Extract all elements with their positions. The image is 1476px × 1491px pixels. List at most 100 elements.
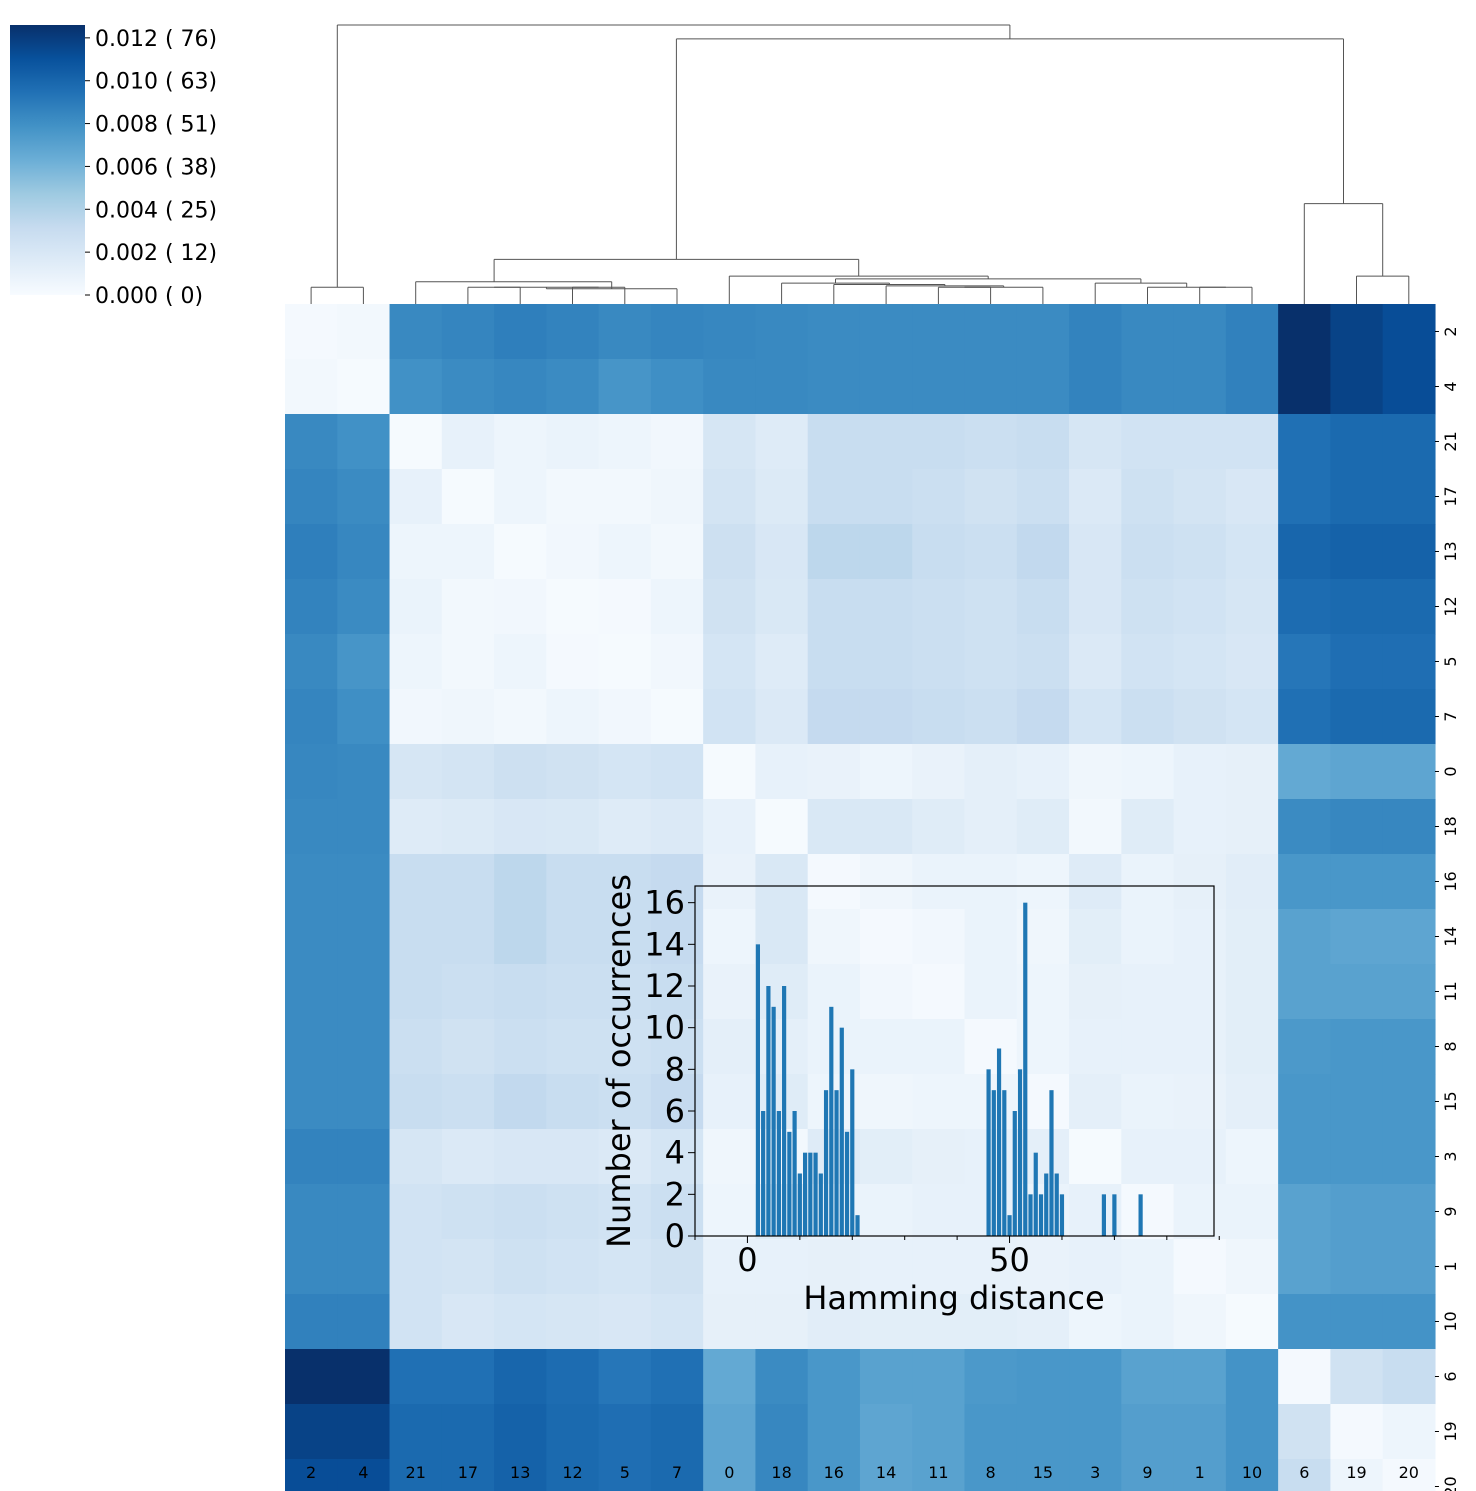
heatmap-cell — [389, 414, 443, 470]
heatmap-cell — [1225, 909, 1279, 965]
heatmap-cell — [1278, 854, 1331, 910]
heatmap-cell — [546, 1459, 600, 1491]
column-label: 13 — [510, 1463, 530, 1482]
row-label: 4 — [1441, 381, 1460, 391]
heatmap-cell — [859, 304, 913, 360]
heatmap-cell — [703, 1349, 757, 1405]
heatmap-cell — [859, 469, 913, 525]
heatmap-cell — [1121, 1019, 1175, 1075]
heatmap-cell — [912, 304, 966, 360]
heatmap-cell — [441, 799, 495, 855]
row-label: 10 — [1441, 1311, 1460, 1331]
colorbar-tick-label: 0.010 ( 63) — [95, 70, 217, 95]
inset-bar — [755, 944, 760, 1236]
heatmap-cell — [1069, 634, 1122, 690]
heatmap-cell — [1016, 579, 1070, 635]
heatmap-cell — [1330, 634, 1384, 690]
heatmap-cell — [650, 304, 704, 360]
heatmap-cell — [546, 304, 600, 360]
heatmap-cell — [1278, 964, 1331, 1020]
heatmap-cell — [1016, 689, 1070, 745]
row-label: 8 — [1441, 1041, 1460, 1051]
heatmap-cell — [441, 1074, 495, 1130]
inset-bar — [1033, 1152, 1038, 1236]
heatmap-cell — [1330, 1074, 1384, 1130]
heatmap-cell — [389, 1349, 443, 1405]
heatmap-cell — [807, 1294, 861, 1350]
heatmap-cell — [1121, 744, 1175, 800]
heatmap-cell — [859, 524, 913, 580]
heatmap-cell — [1278, 579, 1331, 635]
heatmap-cell — [807, 1404, 861, 1460]
row-label: 0 — [1441, 766, 1460, 776]
heatmap-cell — [1069, 854, 1122, 910]
heatmap-cell — [1016, 304, 1070, 360]
heatmap-cell — [964, 964, 1018, 1020]
heatmap-cell — [598, 524, 652, 580]
column-label: 11 — [928, 1463, 948, 1482]
column-label: 10 — [1242, 1463, 1262, 1482]
heatmap-cell — [1173, 1184, 1227, 1240]
heatmap-cell — [1382, 799, 1436, 855]
heatmap-cell — [1225, 634, 1279, 690]
heatmap-cell — [285, 304, 338, 360]
heatmap-cell — [1069, 414, 1122, 470]
heatmap-cell — [337, 524, 391, 580]
heatmap-cell — [1121, 304, 1175, 360]
heatmap-cell — [1330, 1349, 1384, 1405]
heatmap-cell — [546, 524, 600, 580]
heatmap-cell — [1016, 524, 1070, 580]
heatmap-cell — [546, 1184, 600, 1240]
heatmap-cell — [964, 1129, 1018, 1185]
inset-bar — [1028, 1194, 1033, 1236]
heatmap-cell — [703, 579, 757, 635]
heatmap-cell — [1330, 1459, 1384, 1491]
heatmap-cell — [1016, 1239, 1070, 1295]
heatmap-cell — [650, 1459, 704, 1491]
heatmap-cell — [859, 1019, 913, 1075]
heatmap-cell — [337, 689, 391, 745]
heatmap-cell — [703, 909, 757, 965]
heatmap-cell — [337, 1294, 391, 1350]
column-dendrogram — [310, 24, 1410, 304]
heatmap-cell — [441, 414, 495, 470]
heatmap-cell — [650, 1404, 704, 1460]
heatmap-cell — [1225, 1074, 1279, 1130]
heatmap-cell — [598, 799, 652, 855]
heatmap-cell — [703, 964, 757, 1020]
heatmap-cell — [1225, 854, 1279, 910]
heatmap-cell — [598, 909, 652, 965]
heatmap-cell — [389, 964, 443, 1020]
heatmap-cell — [546, 909, 600, 965]
heatmap-cell — [703, 1459, 757, 1491]
heatmap-cell — [964, 634, 1018, 690]
heatmap-cell — [1173, 799, 1227, 855]
heatmap-cell — [494, 1294, 547, 1350]
heatmap-cell — [1121, 689, 1175, 745]
heatmap-cell — [285, 414, 338, 470]
row-label: 16 — [1441, 871, 1460, 891]
heatmap-cell — [964, 579, 1018, 635]
inset-bar — [797, 1173, 802, 1236]
heatmap-cell — [1382, 579, 1436, 635]
heatmap-cell — [912, 1074, 966, 1130]
heatmap-cell — [494, 359, 547, 415]
column-label: 12 — [562, 1463, 582, 1482]
inset-bar — [1017, 1069, 1023, 1236]
heatmap-cell — [1121, 524, 1175, 580]
heatmap-cell — [494, 304, 547, 360]
heatmap-cell — [1173, 524, 1227, 580]
heatmap-cell — [1069, 799, 1122, 855]
heatmap-cell — [441, 1349, 495, 1405]
heatmap-cell — [1016, 469, 1070, 525]
inset-bar — [766, 986, 771, 1236]
heatmap-cell — [494, 1129, 547, 1185]
heatmap-cell — [1069, 744, 1122, 800]
heatmap-cell — [912, 579, 966, 635]
heatmap-cell — [546, 1294, 600, 1350]
heatmap-cell — [755, 579, 809, 635]
heatmap-cell — [703, 799, 757, 855]
heatmap-cell — [703, 1294, 757, 1350]
heatmap-cell — [546, 579, 600, 635]
inset-bars — [755, 902, 1143, 1236]
